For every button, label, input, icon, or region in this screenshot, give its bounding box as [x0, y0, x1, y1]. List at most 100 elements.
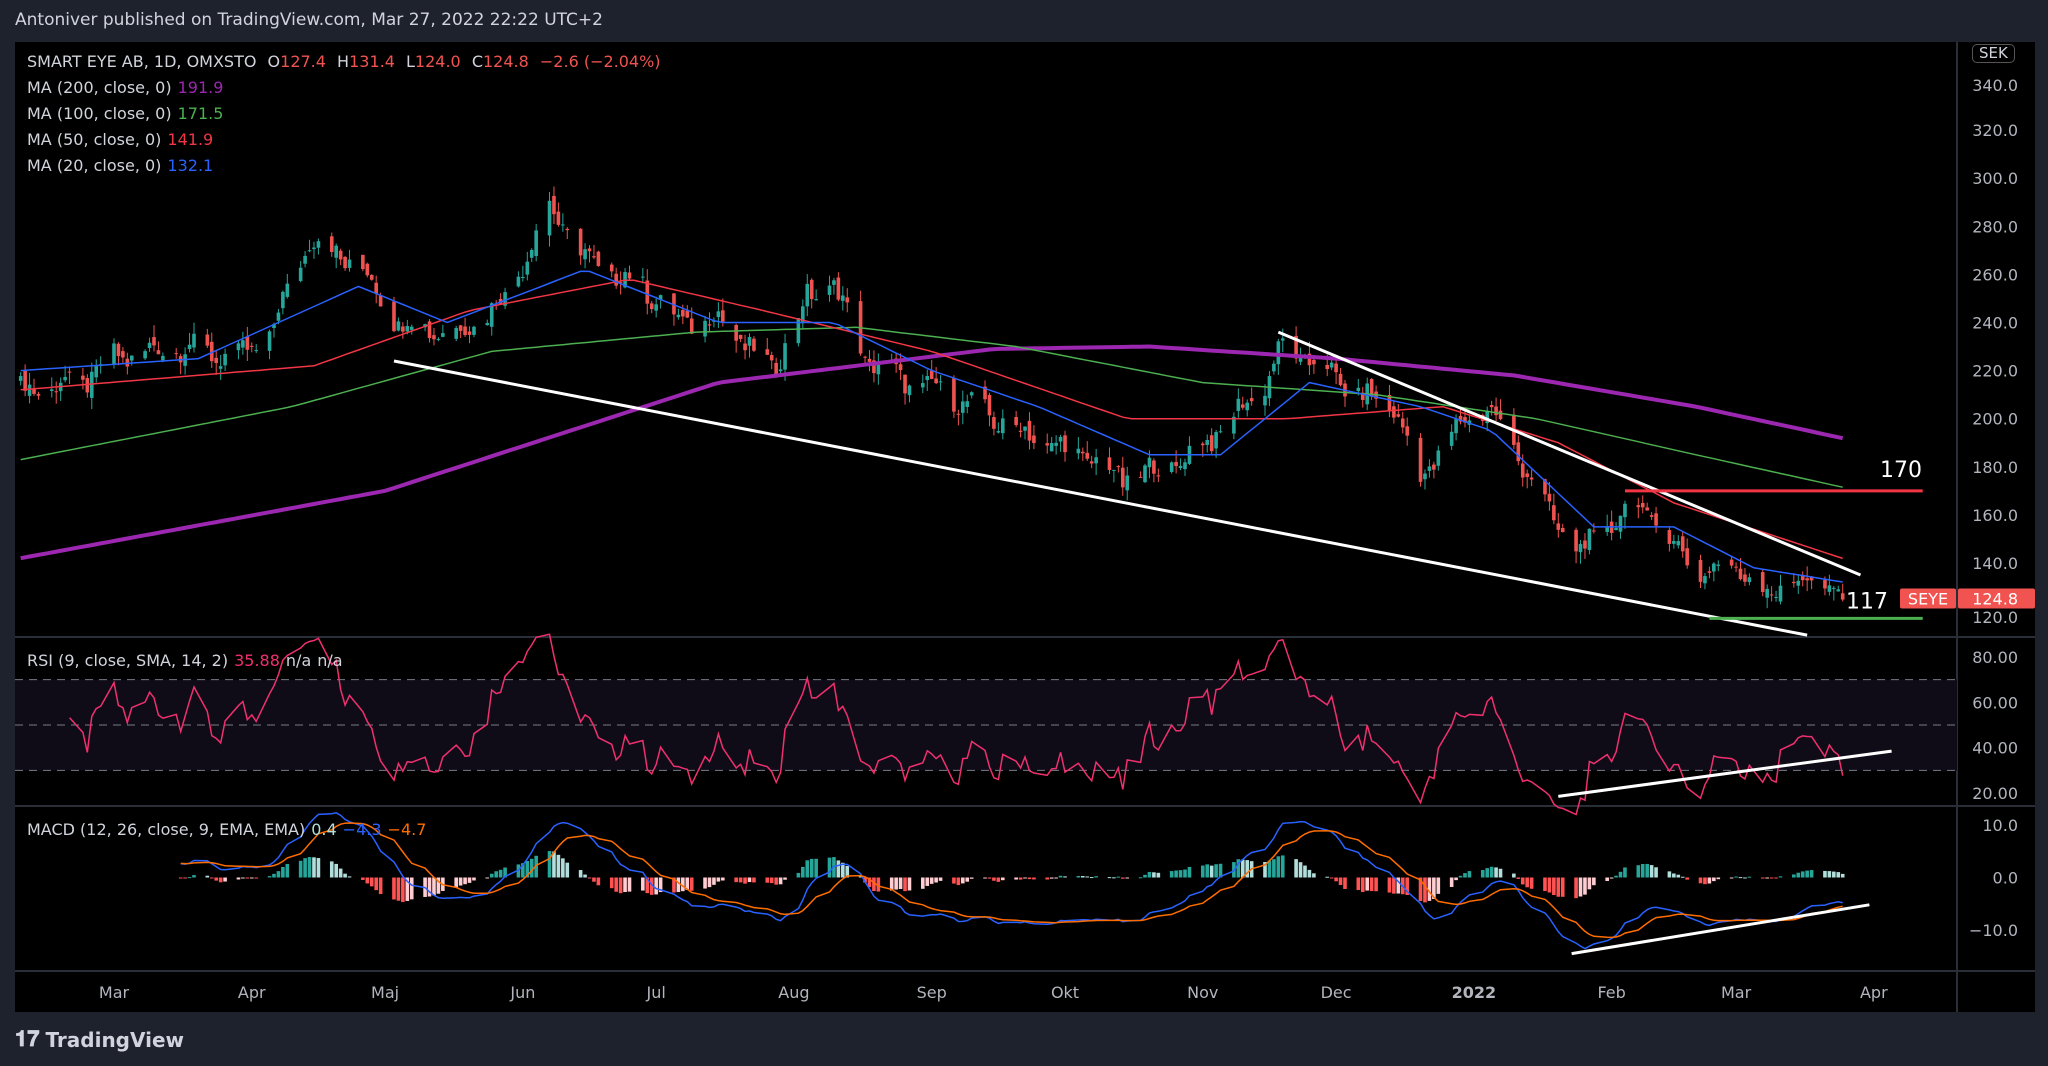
candle	[769, 351, 774, 370]
candle-body	[1080, 451, 1085, 454]
candle-body	[27, 384, 32, 396]
macd-hist-bar	[223, 877, 227, 882]
candle-body	[152, 337, 156, 346]
candle	[178, 353, 183, 375]
candle-body	[23, 370, 27, 391]
macd-hist-bar	[1520, 877, 1525, 885]
rsi-extra: n/a	[317, 651, 343, 670]
candle	[1080, 447, 1085, 461]
candle-body	[503, 292, 507, 306]
tradingview-logo[interactable]: 𝟏𝟕 TradingView	[15, 1027, 184, 1052]
candle	[987, 392, 992, 427]
candle	[152, 325, 156, 352]
candle-body	[747, 336, 752, 346]
candle	[1045, 433, 1050, 454]
candle-body	[721, 310, 725, 322]
candle-body	[1245, 402, 1250, 411]
candle	[454, 325, 458, 342]
candle	[845, 288, 850, 313]
candle	[1432, 461, 1436, 479]
macd-hist-bar	[903, 877, 907, 892]
candle	[1800, 571, 1805, 587]
ma20-legend[interactable]: MA (20, close, 0) 132.1	[27, 156, 219, 175]
candle-body	[1760, 572, 1765, 592]
candle	[1543, 478, 1547, 502]
candle-body	[1805, 578, 1809, 581]
candle-body	[1329, 362, 1334, 368]
macd-legend[interactable]: MACD (12, 26, close, 9, EMA, EMA) 0.4 −4.3…	[27, 820, 432, 839]
rsi-legend[interactable]: RSI (9, close, SMA, 14, 2) 35.88 n/a n/a	[27, 651, 349, 670]
macd-hist-bar	[1529, 877, 1534, 889]
time-tick: 2022	[1452, 983, 1497, 1002]
candle	[1240, 396, 1245, 410]
price-tick: 120.0	[1972, 608, 2018, 627]
open-value: 127.4	[280, 52, 326, 71]
macd-hist-bar	[369, 877, 374, 887]
candle	[1645, 502, 1649, 511]
candle	[1405, 417, 1410, 446]
macd-hist-bar	[1329, 877, 1334, 879]
candle-body	[1498, 410, 1503, 420]
macd-hist-bar	[1360, 877, 1365, 893]
candle-body	[1769, 594, 1774, 596]
candle	[1640, 495, 1645, 514]
candle	[1418, 433, 1423, 487]
candle-body	[1200, 443, 1205, 446]
candle-body	[54, 391, 59, 393]
macd-hist-bar	[1423, 877, 1427, 903]
ma100-legend[interactable]: MA (100, close, 0) 171.5	[27, 104, 229, 123]
candle	[1547, 481, 1552, 511]
candle	[1840, 583, 1845, 602]
macd-hist-bar	[1200, 865, 1205, 878]
candle-body	[1369, 379, 1374, 397]
candle	[1712, 562, 1716, 582]
candle	[1427, 459, 1432, 478]
candle	[129, 355, 134, 366]
candle-body	[1018, 430, 1023, 432]
candle-body	[658, 295, 663, 300]
symbol-tag-label: SEYE	[1908, 590, 1948, 609]
candle	[1058, 434, 1063, 452]
candle-body	[778, 369, 783, 372]
macd-hist-bar	[361, 877, 365, 880]
macd-hist-bar	[272, 873, 276, 878]
candle-body	[303, 255, 307, 264]
candle-body	[441, 333, 445, 337]
macd-hist-bar	[658, 877, 663, 893]
chart-area[interactable]	[15, 42, 2035, 1012]
macd-hist-bar	[338, 868, 343, 878]
candle	[1676, 535, 1681, 549]
candle	[1836, 585, 1841, 592]
macd-hist-bar	[1805, 870, 1809, 878]
macd-hist-bar	[1280, 855, 1285, 878]
candle	[365, 262, 370, 278]
currency-button[interactable]: SEK	[1972, 44, 2015, 63]
symbol-name: SMART EYE AB, 1D, OMXSTO	[27, 52, 257, 71]
candle-body	[18, 376, 23, 381]
macd-hist-bar	[316, 858, 321, 878]
macd-hist-bar	[1307, 869, 1312, 878]
macd-hist-bar	[436, 877, 441, 894]
candle-body	[1001, 418, 1005, 434]
candle	[432, 327, 436, 346]
candle	[1707, 566, 1712, 579]
candle-body	[1809, 576, 1814, 581]
candle-body	[276, 312, 281, 321]
candle-body	[1676, 541, 1681, 546]
candle	[1574, 527, 1578, 564]
candle-body	[63, 376, 67, 381]
candle	[401, 322, 405, 339]
candle	[1605, 514, 1609, 536]
candle-body	[1054, 442, 1058, 446]
macd-hist-bar	[214, 877, 219, 881]
candle	[1249, 387, 1254, 406]
ma50-legend[interactable]: MA (50, close, 0) 141.9	[27, 130, 219, 149]
macd-hist-bar	[347, 876, 352, 878]
macd-hist-bar	[1054, 877, 1058, 879]
candle-body	[1827, 585, 1832, 592]
ma200-legend[interactable]: MA (200, close, 0) 191.9	[27, 78, 229, 97]
macd-hist-bar	[1703, 877, 1707, 885]
candle	[485, 319, 490, 326]
macd-hist-bar	[432, 877, 436, 896]
